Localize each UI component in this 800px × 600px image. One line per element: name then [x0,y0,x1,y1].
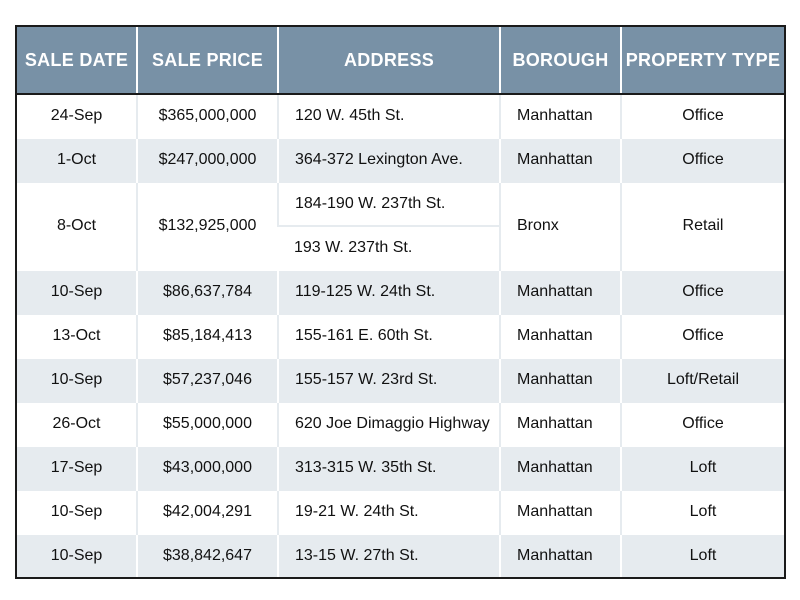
table-row: 8-Oct $132,925,000 184-190 W. 237th St. … [17,181,784,270]
table-row: 1-Oct $247,000,000 364-372 Lexington Ave… [17,137,784,182]
borough-cell: Manhattan [499,94,621,138]
sale-price-cell: $42,004,291 [136,489,278,534]
address-cell: 313-315 W. 35th St. [277,445,500,490]
address-cell: 155-161 E. 60th St. [277,313,500,358]
table-row: 10-Sep $86,637,784 119-125 W. 24th St. M… [17,269,784,314]
address-cell: 155-157 W. 23rd St. [277,357,500,402]
table-row: 10-Sep $42,004,291 19-21 W. 24th St. Man… [17,489,784,534]
sale-date-cell: 10-Sep [17,269,137,314]
address-cell: 119-125 W. 24th St. [277,269,500,314]
sale-price-cell: $57,237,046 [136,357,278,402]
borough-cell: Manhattan [499,445,621,490]
sale-price-cell: $43,000,000 [136,445,278,490]
table-row: 193 W. 237th St. [17,225,784,270]
header-sale-date: SALE DATE [17,27,137,95]
address-cell: 364-372 Lexington Ave. [277,137,500,182]
sale-price-cell: $132,925,000 [136,181,278,270]
sale-price-cell: $38,842,647 [136,533,278,577]
borough-cell: Manhattan [499,269,621,314]
sale-date-cell: 10-Sep [17,489,137,534]
property-type-cell: Loft/Retail [620,357,784,402]
property-type-cell: Retail [620,181,784,270]
table-row: 10-Sep $38,842,647 13-15 W. 27th St. Man… [17,533,784,577]
address-cell: 620 Joe Dimaggio Highway [277,401,500,446]
borough-cell: Manhattan [499,313,621,358]
sale-date-cell: 24-Sep [17,94,137,138]
header-property-type: PROPERTY TYPE [620,27,784,95]
sale-price-cell: $55,000,000 [136,401,278,446]
sale-date-cell: 1-Oct [17,137,137,182]
sale-date-cell: 17-Sep [17,445,137,490]
sale-price-cell: $86,637,784 [136,269,278,314]
borough-cell: Manhattan [499,489,621,534]
table-row: 24-Sep $365,000,000 120 W. 45th St. Manh… [17,94,784,138]
sale-date-cell: 10-Sep [17,533,137,577]
borough-cell: Manhattan [499,137,621,182]
borough-cell: Manhattan [499,533,621,577]
property-type-cell: Office [620,313,784,358]
sale-date-cell: 26-Oct [17,401,137,446]
table-row: 10-Sep $57,237,046 155-157 W. 23rd St. M… [17,357,784,402]
sale-date-cell: 10-Sep [17,357,137,402]
sales-table-container: SALE DATE SALE PRICE ADDRESS BOROUGH PRO… [15,25,786,579]
sales-table: SALE DATE SALE PRICE ADDRESS BOROUGH PRO… [17,27,784,577]
borough-cell: Manhattan [499,401,621,446]
table-row: 13-Oct $85,184,413 155-161 E. 60th St. M… [17,313,784,358]
address-cell: 19-21 W. 24th St. [277,489,500,534]
address-cell: 120 W. 45th St. [277,94,500,138]
table-header-row: SALE DATE SALE PRICE ADDRESS BOROUGH PRO… [17,27,784,95]
borough-cell: Bronx [499,181,621,270]
table-row: 17-Sep $43,000,000 313-315 W. 35th St. M… [17,445,784,490]
property-type-cell: Loft [620,533,784,577]
borough-cell: Manhattan [499,357,621,402]
sale-date-cell: 8-Oct [17,181,137,270]
property-type-cell: Office [620,401,784,446]
sale-date-cell: 13-Oct [17,313,137,358]
sale-price-cell: $85,184,413 [136,313,278,358]
property-type-cell: Loft [620,489,784,534]
header-sale-price: SALE PRICE [136,27,278,95]
sale-price-cell: $365,000,000 [136,94,278,138]
property-type-cell: Office [620,94,784,138]
address-cell: 184-190 W. 237th St. [277,181,500,226]
address-cell: 193 W. 237th St. [278,225,500,270]
address-cell: 13-15 W. 27th St. [277,533,500,577]
table-row: 26-Oct $55,000,000 620 Joe Dimaggio High… [17,401,784,446]
sale-price-cell: $247,000,000 [136,137,278,182]
property-type-cell: Office [620,269,784,314]
header-borough: BOROUGH [499,27,621,95]
header-address: ADDRESS [277,27,500,95]
property-type-cell: Loft [620,445,784,490]
property-type-cell: Office [620,137,784,182]
